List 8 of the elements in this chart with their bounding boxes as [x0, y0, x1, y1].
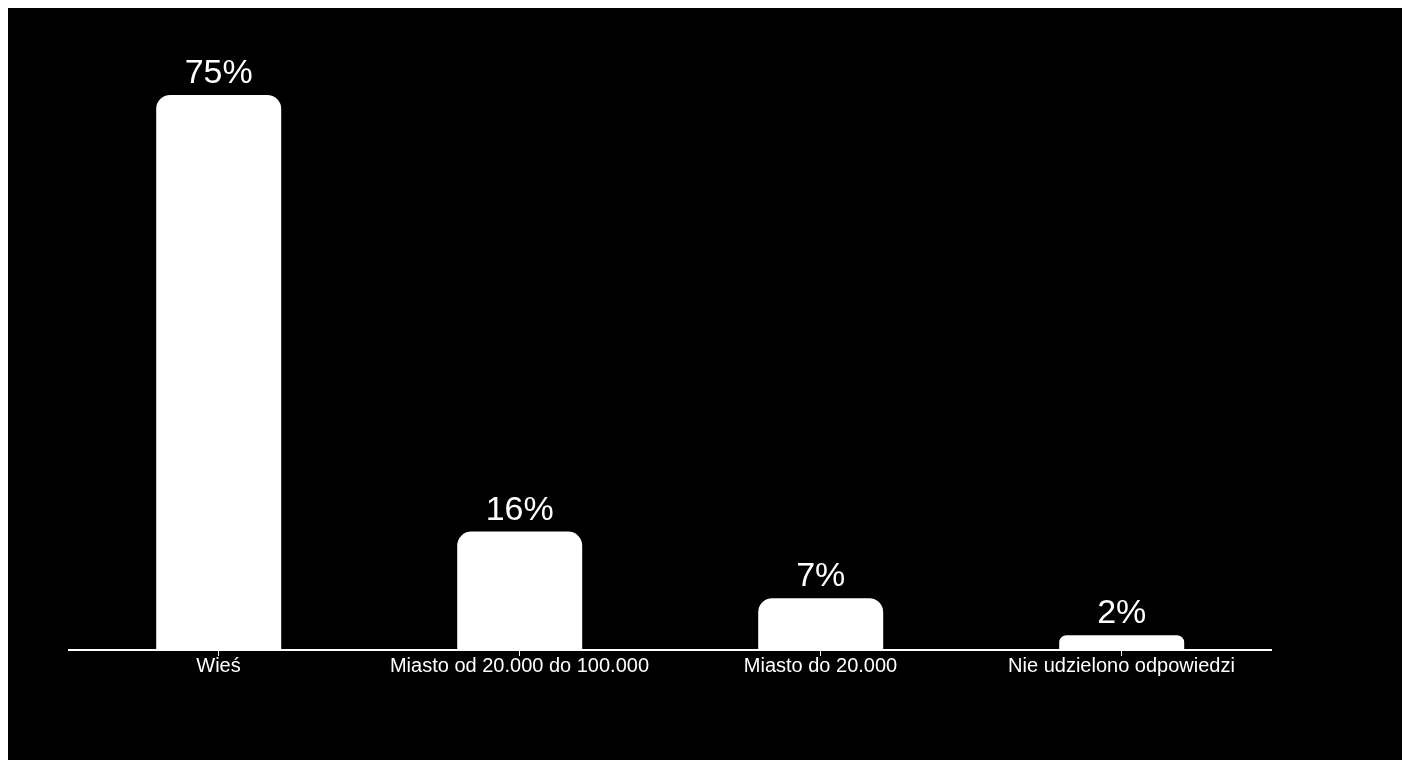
data-label: 2%	[1097, 592, 1147, 631]
data-label: 75%	[184, 52, 253, 90]
x-tick-label: Miasto od 20.000 do 100.000	[389, 654, 650, 677]
x-tick-label: Wieś	[196, 654, 241, 677]
x-tick-label: Nie udzielono odpowiedzi	[1008, 654, 1235, 677]
data-label: 7%	[796, 555, 846, 594]
data-label: 16%	[485, 488, 554, 527]
x-tick-label: Miasto do 20.000	[743, 654, 898, 677]
